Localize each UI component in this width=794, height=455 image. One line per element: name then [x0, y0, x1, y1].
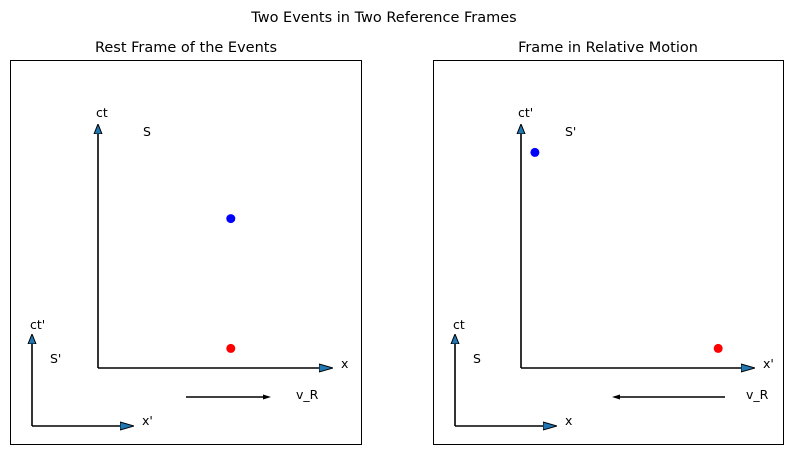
event-dot-red — [226, 343, 236, 353]
main-time-axis-label: ct — [96, 105, 108, 120]
event-dot-blue — [226, 214, 236, 224]
inset-frame-label: S' — [50, 351, 61, 366]
panel-title: Rest Frame of the Events — [95, 40, 277, 56]
velocity-label: v_R — [296, 387, 319, 402]
panel-title: Frame in Relative Motion — [518, 40, 698, 56]
main-space-axis-label: x' — [763, 356, 774, 371]
events-group — [530, 147, 723, 353]
inset-time-axis-label: ct — [453, 317, 465, 332]
velocity-label: v_R — [746, 387, 769, 402]
main-time-axis-label: ct' — [518, 105, 533, 120]
inset-frame-label: S — [473, 351, 481, 366]
figure-title: Two Events in Two Reference Frames — [250, 10, 516, 26]
panel-frame — [433, 60, 784, 445]
inset-space-axis-label: x — [565, 413, 572, 428]
event-dot-red — [713, 343, 723, 353]
main-frame-label: S — [143, 124, 151, 139]
main-frame-label: S' — [565, 124, 576, 139]
events-group — [226, 214, 236, 353]
event-dot-blue — [530, 147, 540, 157]
panel-rest-frame: Rest Frame of the Events ct x S ct' x' S… — [10, 40, 362, 445]
inset-space-axis-label: x' — [142, 413, 153, 428]
panel-relative-motion: Frame in Relative Motion ct' x' S' ct x … — [433, 40, 784, 445]
panel-frame — [10, 60, 362, 445]
inset-time-axis-label: ct' — [30, 317, 45, 332]
main-space-axis-label: x — [341, 356, 348, 371]
